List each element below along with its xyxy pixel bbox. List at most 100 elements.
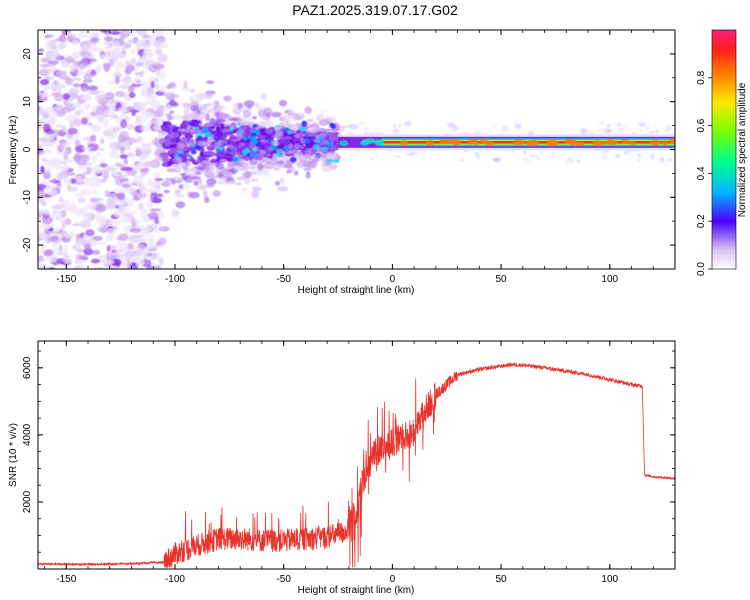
spectrogram-cell	[241, 186, 248, 194]
spectrogram-cell	[104, 35, 113, 42]
spectrogram-cell	[222, 171, 231, 179]
spectrogram-cell	[231, 102, 239, 110]
spectrogram-cell	[127, 137, 136, 143]
spectrogram-cell	[127, 85, 135, 93]
spectrogram-cell	[295, 152, 304, 158]
spectrogram-cell	[142, 218, 150, 223]
spectrogram-cell	[151, 251, 161, 261]
spectrogram-cell	[276, 148, 284, 154]
spectrogram-cell	[264, 127, 274, 134]
spectrogram-cell	[121, 49, 126, 54]
spectrogram-cell	[301, 120, 308, 127]
spectrogram-cell	[106, 245, 111, 253]
spectrogram-cell	[212, 190, 222, 197]
spectrogram-cell	[94, 212, 102, 219]
spectrogram-cell	[111, 40, 121, 49]
spectrogram-cell	[190, 149, 197, 155]
spectrogram-cell	[195, 92, 207, 101]
spectrogram-cell	[115, 91, 125, 98]
spectrogram-cell	[129, 187, 137, 196]
spectrogram-cell	[39, 79, 50, 86]
colorbar-tick-label: 0.0	[696, 262, 707, 276]
spectrogram-cell	[110, 50, 120, 58]
spectrogram-cell	[161, 124, 171, 132]
spectrogram-cell	[138, 259, 145, 267]
spectrogram-cell	[240, 142, 246, 146]
spectrogram-cell	[168, 143, 178, 149]
spectrogram-cell	[264, 163, 273, 170]
spectrogram-cell	[392, 123, 397, 129]
spectrogram-cell	[251, 136, 257, 141]
spectrogram-cell	[148, 76, 155, 83]
spectrogram-cell	[244, 170, 252, 179]
spectrogram-cell	[189, 111, 200, 120]
snr-x-axis-label: Height of straight line (km)	[298, 585, 415, 596]
spectrogram-cell	[319, 109, 330, 113]
spectrogram-cell	[229, 134, 237, 143]
spectrogram-cell	[227, 117, 238, 122]
spectrogram-cell	[139, 210, 150, 219]
spectrogram-cell	[54, 226, 62, 232]
spectrogram-cell	[171, 158, 179, 163]
spectrogram-cell	[77, 162, 88, 166]
spectrogram-cell	[146, 242, 156, 249]
spectrogram-x-tick-label: 100	[601, 274, 618, 285]
spectrogram-cell	[66, 187, 79, 192]
spectrogram-cell	[573, 156, 582, 159]
spectrogram-cell	[184, 132, 192, 139]
spectrogram-cell	[205, 178, 217, 186]
spectrogram-band-bead	[471, 138, 478, 144]
spectrogram-cell	[57, 216, 64, 222]
spectrogram-cell	[43, 85, 49, 93]
spectrogram-cell	[207, 138, 212, 145]
spectrogram-cell	[156, 86, 167, 93]
spectrogram-cell	[69, 87, 81, 94]
spectrogram-cell	[446, 122, 456, 128]
spectrogram-cell	[130, 49, 136, 55]
spectrogram-cell	[214, 141, 222, 148]
spectrogram-cell	[39, 248, 44, 255]
spectrogram-cell	[653, 124, 657, 127]
spectrogram-cell	[162, 121, 167, 126]
spectrogram-cell	[131, 250, 143, 257]
spectrogram-cell	[96, 151, 101, 157]
spectrogram-cell	[235, 182, 242, 186]
spectrogram-cell	[206, 174, 217, 180]
spectrogram-cell	[78, 49, 89, 58]
spectrogram-cell	[141, 40, 152, 48]
spectrogram-cell	[274, 141, 280, 147]
spectrogram-cell	[166, 168, 177, 173]
spectrogram-cell	[243, 161, 250, 169]
spectrogram-cell	[143, 48, 152, 55]
spectrogram-cell	[67, 172, 76, 176]
colorbar: 0.0 0.2 0.4 0.6 0.8 Normalized spectral ampl…	[696, 29, 748, 276]
spectrogram-cell	[215, 174, 225, 179]
spectrogram-cell	[114, 247, 124, 252]
spectrogram-cell	[88, 122, 93, 126]
spectrogram-cell	[70, 33, 77, 39]
spectrogram-cell	[77, 197, 86, 203]
colorbar-tick-label: 0.8	[696, 70, 707, 84]
colorbar-label: Normalized spectral amplitude	[737, 82, 748, 217]
spectrogram-cell	[305, 171, 311, 179]
spectrogram-cell	[74, 139, 81, 147]
snr-y-axis-label: SNR (10 * v/v)	[8, 423, 19, 487]
spectrogram-cell	[224, 123, 233, 127]
spectrogram-cell	[71, 39, 77, 46]
spectrogram-cell	[80, 188, 91, 197]
spectrogram-cell	[536, 155, 540, 162]
spectrogram-cell	[594, 126, 601, 129]
spectrogram-cell	[90, 69, 97, 76]
spectrogram-cell	[136, 135, 144, 144]
spectrogram-cell	[199, 121, 205, 128]
spectrogram-cell	[63, 244, 68, 253]
spectrogram-cell	[266, 123, 271, 128]
spectrogram-cell	[142, 232, 151, 238]
spectrogram-cell	[492, 157, 501, 163]
spectrogram-cell	[607, 124, 611, 128]
spectrogram-cell	[45, 249, 53, 256]
snr-panel: -150 -100 -50 0 50 100 2000 4000 6000 Height of…	[8, 340, 676, 596]
spectrogram-cell	[252, 115, 257, 120]
spectrogram-cell	[207, 107, 219, 114]
